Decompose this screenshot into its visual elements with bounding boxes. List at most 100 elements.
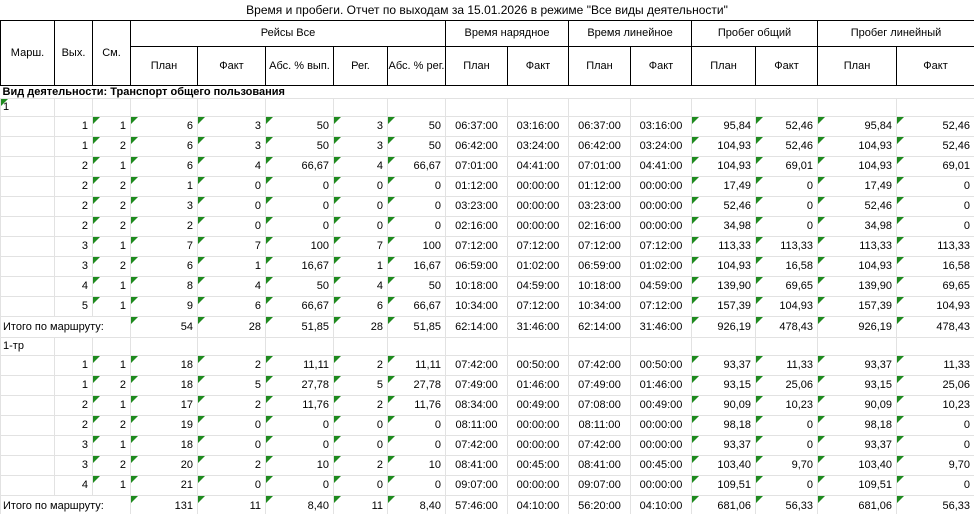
- totals-value-cell[interactable]: 478,43: [755, 316, 819, 338]
- totals-value-cell[interactable]: 8,40: [387, 495, 446, 514]
- marsh-cell[interactable]: [0, 395, 55, 416]
- empty-cell[interactable]: [629, 98, 693, 117]
- value-cell[interactable]: 0: [197, 196, 266, 217]
- value-cell[interactable]: 6: [130, 156, 198, 177]
- value-cell[interactable]: 2: [54, 156, 93, 177]
- value-cell[interactable]: 04:59:00: [629, 276, 693, 297]
- marsh-cell[interactable]: [0, 176, 55, 197]
- value-cell[interactable]: 2: [92, 216, 131, 237]
- value-cell[interactable]: 16,58: [755, 256, 819, 277]
- value-cell[interactable]: 07:42:00: [568, 435, 631, 456]
- route-cell[interactable]: 1: [0, 98, 55, 117]
- value-cell[interactable]: 25,06: [896, 375, 974, 396]
- value-cell[interactable]: 01:02:00: [629, 256, 693, 277]
- value-cell[interactable]: 07:12:00: [445, 236, 508, 257]
- marsh-cell[interactable]: [0, 256, 55, 277]
- totals-value-cell[interactable]: 8,40: [265, 495, 334, 514]
- totals-value-cell[interactable]: 11: [333, 495, 388, 514]
- totals-value-cell[interactable]: 56,33: [755, 495, 819, 514]
- value-cell[interactable]: 1: [92, 355, 131, 376]
- value-cell[interactable]: 7: [130, 236, 198, 257]
- value-cell[interactable]: 5: [54, 296, 93, 317]
- empty-cell[interactable]: [265, 337, 334, 356]
- value-cell[interactable]: 139,90: [691, 276, 757, 297]
- value-cell[interactable]: 01:02:00: [507, 256, 569, 277]
- totals-value-cell[interactable]: 56,33: [896, 495, 974, 514]
- value-cell[interactable]: 0: [197, 435, 266, 456]
- empty-cell[interactable]: [265, 98, 334, 117]
- value-cell[interactable]: 0: [896, 176, 974, 197]
- value-cell[interactable]: 01:12:00: [445, 176, 508, 197]
- totals-value-cell[interactable]: 478,43: [896, 316, 974, 338]
- value-cell[interactable]: 00:00:00: [629, 176, 693, 197]
- value-cell[interactable]: 1: [92, 116, 131, 137]
- empty-cell[interactable]: [629, 337, 693, 356]
- empty-cell[interactable]: [92, 98, 131, 117]
- value-cell[interactable]: 2: [92, 415, 131, 436]
- value-cell[interactable]: 2: [197, 355, 266, 376]
- value-cell[interactable]: 0: [197, 216, 266, 237]
- value-cell[interactable]: 11,76: [387, 395, 446, 416]
- value-cell[interactable]: 34,98: [691, 216, 757, 237]
- value-cell[interactable]: 11,11: [265, 355, 334, 376]
- value-cell[interactable]: 6: [130, 116, 198, 137]
- totals-value-cell[interactable]: 62:14:00: [445, 316, 508, 338]
- value-cell[interactable]: 3: [197, 116, 266, 137]
- value-cell[interactable]: 1: [92, 475, 131, 496]
- value-cell[interactable]: 52,46: [896, 136, 974, 157]
- value-cell[interactable]: 4: [197, 156, 266, 177]
- value-cell[interactable]: 06:37:00: [445, 116, 508, 137]
- totals-value-cell[interactable]: 04:10:00: [507, 495, 569, 514]
- value-cell[interactable]: 00:00:00: [507, 176, 569, 197]
- value-cell[interactable]: 00:00:00: [507, 216, 569, 237]
- value-cell[interactable]: 52,46: [896, 116, 974, 137]
- value-cell[interactable]: 0: [333, 475, 388, 496]
- value-cell[interactable]: 4: [333, 276, 388, 297]
- value-cell[interactable]: 00:00:00: [507, 196, 569, 217]
- value-cell[interactable]: 7: [333, 236, 388, 257]
- value-cell[interactable]: 10,23: [896, 395, 974, 416]
- value-cell[interactable]: 0: [265, 415, 334, 436]
- value-cell[interactable]: 00:00:00: [507, 475, 569, 496]
- value-cell[interactable]: 2: [54, 395, 93, 416]
- value-cell[interactable]: 1: [92, 435, 131, 456]
- value-cell[interactable]: 2: [92, 375, 131, 396]
- value-cell[interactable]: 0: [387, 216, 446, 237]
- value-cell[interactable]: 03:24:00: [507, 136, 569, 157]
- value-cell[interactable]: 03:23:00: [445, 196, 508, 217]
- marsh-cell[interactable]: [0, 296, 55, 317]
- empty-cell[interactable]: [568, 337, 631, 356]
- value-cell[interactable]: 0: [333, 435, 388, 456]
- value-cell[interactable]: 50: [265, 136, 334, 157]
- value-cell[interactable]: 0: [896, 435, 974, 456]
- value-cell[interactable]: 9: [130, 296, 198, 317]
- value-cell[interactable]: 3: [54, 256, 93, 277]
- value-cell[interactable]: 00:00:00: [507, 415, 569, 436]
- empty-cell[interactable]: [691, 98, 757, 117]
- empty-cell[interactable]: [387, 98, 446, 117]
- value-cell[interactable]: 50: [265, 116, 334, 137]
- value-cell[interactable]: 0: [896, 475, 974, 496]
- marsh-cell[interactable]: [0, 156, 55, 177]
- value-cell[interactable]: 07:42:00: [445, 355, 508, 376]
- value-cell[interactable]: 00:00:00: [629, 196, 693, 217]
- value-cell[interactable]: 01:46:00: [629, 375, 693, 396]
- value-cell[interactable]: 1: [92, 395, 131, 416]
- totals-value-cell[interactable]: 31:46:00: [629, 316, 693, 338]
- value-cell[interactable]: 157,39: [817, 296, 898, 317]
- value-cell[interactable]: 09:07:00: [568, 475, 631, 496]
- empty-cell[interactable]: [197, 98, 266, 117]
- value-cell[interactable]: 09:07:00: [445, 475, 508, 496]
- value-cell[interactable]: 11,33: [896, 355, 974, 376]
- value-cell[interactable]: 16,58: [896, 256, 974, 277]
- value-cell[interactable]: 2: [333, 355, 388, 376]
- value-cell[interactable]: 100: [387, 236, 446, 257]
- value-cell[interactable]: 2: [333, 395, 388, 416]
- value-cell[interactable]: 0: [265, 435, 334, 456]
- route-cell[interactable]: 1-тр: [0, 337, 55, 356]
- value-cell[interactable]: 00:00:00: [629, 415, 693, 436]
- value-cell[interactable]: 03:16:00: [507, 116, 569, 137]
- value-cell[interactable]: 27,78: [387, 375, 446, 396]
- value-cell[interactable]: 00:49:00: [507, 395, 569, 416]
- totals-value-cell[interactable]: 31:46:00: [507, 316, 569, 338]
